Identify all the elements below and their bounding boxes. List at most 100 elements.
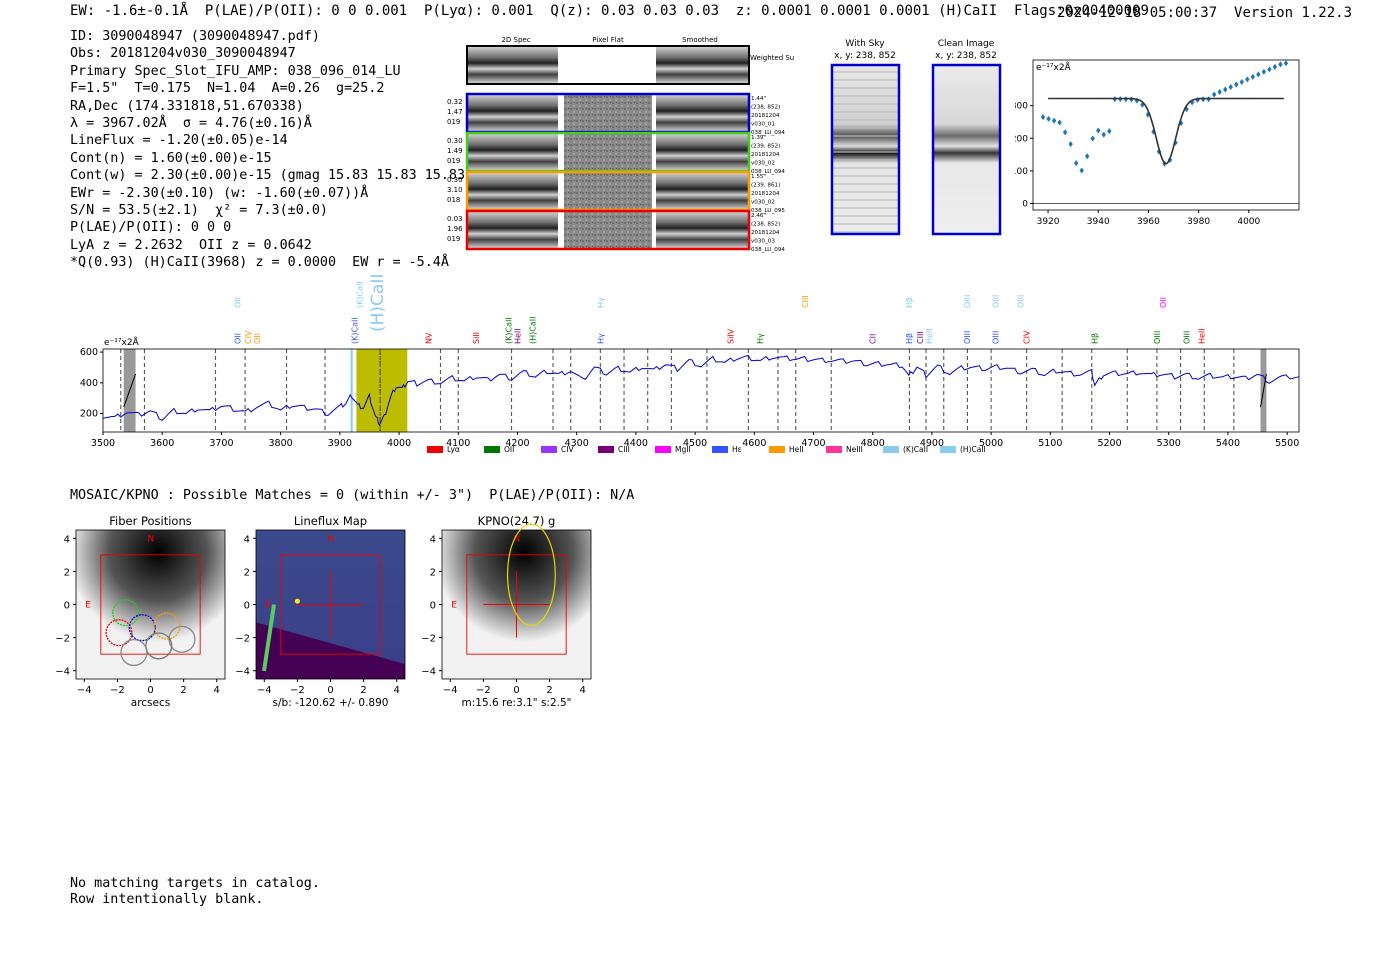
cutout-right-label: (239, 852) bbox=[751, 144, 780, 150]
cutout-right-label: 20181204 bbox=[751, 113, 780, 119]
zoom-data-point bbox=[1223, 86, 1228, 93]
spectrum-xtick-label: 4100 bbox=[446, 438, 470, 449]
line-label-top: Hβ bbox=[905, 297, 914, 308]
line-label-bottom: OII bbox=[253, 333, 262, 344]
compass-north: N bbox=[148, 535, 155, 545]
zoom-data-point bbox=[1228, 83, 1233, 90]
compass-north: N bbox=[514, 535, 521, 545]
cutout-right-label: v030_02 bbox=[751, 161, 775, 167]
thumb-xlabel: arcsecs bbox=[131, 697, 170, 709]
with-sky-coords: x, y: 238, 852 bbox=[834, 51, 896, 61]
thumb-ytick-label: 2 bbox=[64, 567, 70, 578]
thumb-xtick-label: 2 bbox=[546, 685, 552, 696]
zoom-ytick-label: 100 bbox=[1015, 167, 1028, 177]
line-label-bottom: Hβ bbox=[1091, 333, 1100, 344]
mosaic-summary: MOSAIC/KPNO : Possible Matches = 0 (with… bbox=[70, 488, 635, 503]
thumb-ytick-label: −4 bbox=[235, 667, 250, 678]
info-line: *Q(0.93) (H)CaII(3968) z = 0.0000 EW r =… bbox=[70, 255, 449, 271]
thumb-xtick-label: −4 bbox=[257, 685, 272, 696]
compass-east: E bbox=[265, 601, 271, 611]
legend-label: CIV bbox=[561, 445, 574, 454]
line-label-bottom: Hγ bbox=[596, 333, 605, 344]
legend-swatch bbox=[655, 446, 671, 453]
info-line: Obs: 20181204v030_3090048947 bbox=[70, 46, 296, 62]
cutout-right-label: (238, 852) bbox=[751, 222, 780, 228]
cutout-2dspec bbox=[468, 172, 558, 210]
zoom-data-point bbox=[1145, 111, 1151, 118]
cutout-right-label: 038_LU_094 bbox=[751, 130, 785, 136]
thumb-ytick-label: 4 bbox=[64, 534, 70, 545]
weighted-label: Weighted Sum bbox=[750, 54, 794, 62]
info-line: S/N = 53.5(±2.1) χ² = 7.3(±0.0) bbox=[70, 202, 328, 218]
legend-swatch bbox=[541, 446, 557, 453]
spectrum-xtick-label: 4700 bbox=[801, 438, 825, 449]
legend-label: CIII bbox=[618, 445, 630, 454]
line-label-top: (H)CaII bbox=[368, 274, 388, 332]
thumb-xtick-label: −4 bbox=[77, 685, 92, 696]
spectrum-xtick-label: 3700 bbox=[209, 438, 233, 449]
zoom-xtick-label: 3960 bbox=[1137, 217, 1160, 227]
spectrum-xtick-label: 4000 bbox=[387, 438, 411, 449]
zoom-data-point bbox=[1046, 115, 1051, 122]
cutout-header: 2D Spec bbox=[501, 36, 530, 44]
spectrum-xtick-label: 5200 bbox=[1097, 438, 1121, 449]
line-label-bottom: SiIV bbox=[727, 328, 736, 344]
thumb-ytick-label: −2 bbox=[421, 634, 436, 645]
compass-east: E bbox=[451, 601, 457, 611]
thumb-title: Fiber Positions bbox=[109, 514, 192, 528]
thumb-xtick-label: 2 bbox=[180, 685, 186, 696]
zoom-chart: 3920 3940 3960 3980 4000 0 100 200 300 e⁻¹⁷x2Å bbox=[1015, 59, 1300, 227]
cutout-right-label: 038_LU_094 bbox=[751, 247, 785, 253]
line-label-bottom: OIII bbox=[1153, 331, 1162, 344]
weighted-sum-row: Weighted Sum bbox=[466, 45, 794, 85]
legend-label: OII bbox=[504, 445, 514, 454]
spectrum-xtick-label: 5500 bbox=[1275, 438, 1299, 449]
masked-hatch bbox=[123, 373, 137, 408]
thumb-ytick-label: 0 bbox=[244, 601, 250, 612]
info-line: Primary Spec_Slot_IFU_AMP: 038_096_014_L… bbox=[70, 63, 401, 79]
cutout-rows: 0.32 1.47 019 1.44" (238, 852) 20181204 v030_0… bbox=[447, 92, 785, 253]
cutout-right-label: 1.44" bbox=[751, 96, 766, 102]
cutout-left-label: 1.96 bbox=[447, 225, 463, 233]
cutout-pixelflat bbox=[564, 133, 652, 171]
thumb-ytick-label: 4 bbox=[244, 534, 250, 545]
cutout-right-label: 20181204 bbox=[751, 152, 780, 158]
thumb-ytick-label: 2 bbox=[244, 567, 250, 578]
spectrum-xtick-label: 4600 bbox=[742, 438, 766, 449]
zoom-data-point bbox=[1073, 160, 1079, 167]
line-label-bottom: HeII bbox=[1197, 328, 1206, 344]
aperture-box bbox=[280, 554, 381, 655]
zoom-data-point bbox=[1272, 63, 1278, 70]
cutout-pixelflat bbox=[564, 172, 652, 210]
clean-image bbox=[931, 63, 1002, 236]
line-label-top: OII bbox=[233, 297, 242, 308]
spectrum-ytick-label: 200 bbox=[80, 409, 98, 420]
zoom-data-point bbox=[1090, 135, 1095, 142]
lineflux-peak bbox=[294, 598, 300, 604]
info-line: LyA z = 2.2632 OII z = 0.0642 bbox=[70, 237, 312, 253]
line-label-bottom: OII bbox=[233, 333, 242, 344]
legend-label: (K)CaII bbox=[903, 445, 928, 454]
info-line: P(LAE)/P(OII): 0 0 0 bbox=[70, 220, 232, 236]
spectrum-xtick-label: 4400 bbox=[624, 438, 648, 449]
sky-panels: With Sky x, y: 238, 852 Clean Image x, y… bbox=[830, 39, 1002, 236]
legend-swatch bbox=[712, 446, 728, 453]
line-label-bottom: HeII bbox=[925, 328, 934, 344]
spectrum-ytick-label: 400 bbox=[80, 378, 98, 389]
line-label-top: OIII bbox=[1017, 295, 1026, 308]
cutout-left-label: 3.10 bbox=[447, 186, 463, 194]
with-sky-image bbox=[830, 63, 901, 236]
spectrum-xtick-label: 3600 bbox=[150, 438, 174, 449]
version: Version 1.22.3 bbox=[1234, 5, 1353, 21]
zoom-data-point bbox=[1085, 153, 1090, 160]
spectrum-ytick-label: 600 bbox=[80, 347, 98, 358]
line-label-top: OIII bbox=[963, 295, 972, 308]
cutout-right-label: v030_02 bbox=[751, 200, 775, 206]
cutout-left-label: 0.30 bbox=[447, 176, 463, 184]
zoom-data-point bbox=[1096, 127, 1101, 134]
aperture-box bbox=[466, 554, 567, 655]
timestamp: 2024-12-18 05:00:37 bbox=[1057, 5, 1218, 21]
zoom-data-point bbox=[1062, 129, 1068, 136]
cutout-left-label: 1.49 bbox=[447, 147, 463, 155]
legend-label: (H)CaII bbox=[960, 445, 986, 454]
